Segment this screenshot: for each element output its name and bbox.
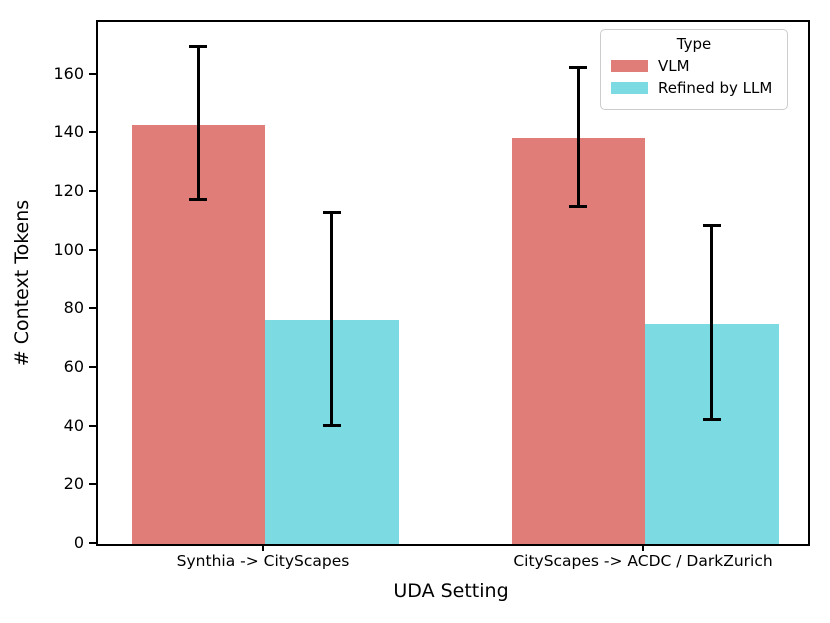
- y-tick-mark-140: [89, 131, 96, 134]
- plot-area: Type VLM Refined by LLM: [96, 20, 810, 546]
- y-tick-mark-100: [89, 248, 96, 251]
- legend-swatch-refined-by-llm: [611, 82, 648, 94]
- y-tick-mark-0: [89, 542, 96, 544]
- error-bar-vlm-synthia-cityscapes: [196, 45, 200, 201]
- y-tick-mark-80: [89, 307, 96, 310]
- y-tick-mark-120: [89, 190, 96, 193]
- x-axis-label: UDA Setting: [393, 580, 509, 602]
- legend-item-refined-by-llm: Refined by LLM: [611, 79, 779, 97]
- x-tick-mark-synthia-cityscapes: [262, 544, 264, 551]
- error-cap-top-refined-by-llm-cityscapes-acdc-darkzurich: [702, 224, 721, 228]
- x-tick-label-cityscapes-acdc-darkzurich: CityScapes -> ACDC / DarkZurich: [513, 552, 773, 570]
- error-cap-bottom-refined-by-llm-cityscapes-acdc-darkzurich: [702, 417, 721, 421]
- error-cap-top-vlm-cityscapes-acdc-darkzurich: [569, 65, 588, 69]
- y-tick-label-40: 40: [63, 415, 84, 435]
- legend-label-vlm: VLM: [658, 57, 690, 75]
- legend-label-refined-by-llm: Refined by LLM: [658, 79, 773, 97]
- error-bar-refined-by-llm-cityscapes-acdc-darkzurich: [710, 224, 714, 421]
- error-cap-bottom-refined-by-llm-synthia-cityscapes: [322, 423, 341, 427]
- y-tick-label-60: 60: [63, 357, 84, 377]
- y-tick-label-80: 80: [63, 298, 84, 318]
- y-tick-label-120: 120: [53, 181, 84, 201]
- legend-item-vlm: VLM: [611, 57, 779, 75]
- y-tick-label-20: 20: [63, 474, 84, 494]
- legend: Type VLM Refined by LLM: [600, 29, 788, 110]
- y-tick-label-0: 0: [73, 533, 84, 552]
- y-axis-label: # Context Tokens: [11, 199, 33, 367]
- legend-swatch-vlm: [611, 60, 648, 72]
- legend-items: VLM Refined by LLM: [609, 57, 779, 97]
- y-tick-label-100: 100: [53, 239, 84, 259]
- error-cap-bottom-vlm-synthia-cityscapes: [189, 197, 208, 201]
- legend-title: Type: [676, 35, 712, 53]
- x-tick-mark-cityscapes-acdc-darkzurich: [642, 544, 644, 551]
- y-tick-label-160: 160: [53, 63, 84, 83]
- error-cap-bottom-vlm-cityscapes-acdc-darkzurich: [569, 205, 588, 209]
- y-tick-mark-40: [89, 424, 96, 427]
- y-tick-label-140: 140: [53, 122, 84, 142]
- error-bar-vlm-cityscapes-acdc-darkzurich: [576, 65, 580, 209]
- x-tick-label-synthia-cityscapes: Synthia -> CityScapes: [176, 552, 350, 570]
- error-cap-top-refined-by-llm-synthia-cityscapes: [322, 211, 341, 215]
- y-tick-mark-20: [89, 483, 96, 486]
- error-cap-top-vlm-synthia-cityscapes: [189, 45, 208, 49]
- error-bar-refined-by-llm-synthia-cityscapes: [330, 211, 334, 427]
- y-tick-mark-160: [89, 72, 96, 75]
- y-tick-mark-60: [89, 366, 96, 369]
